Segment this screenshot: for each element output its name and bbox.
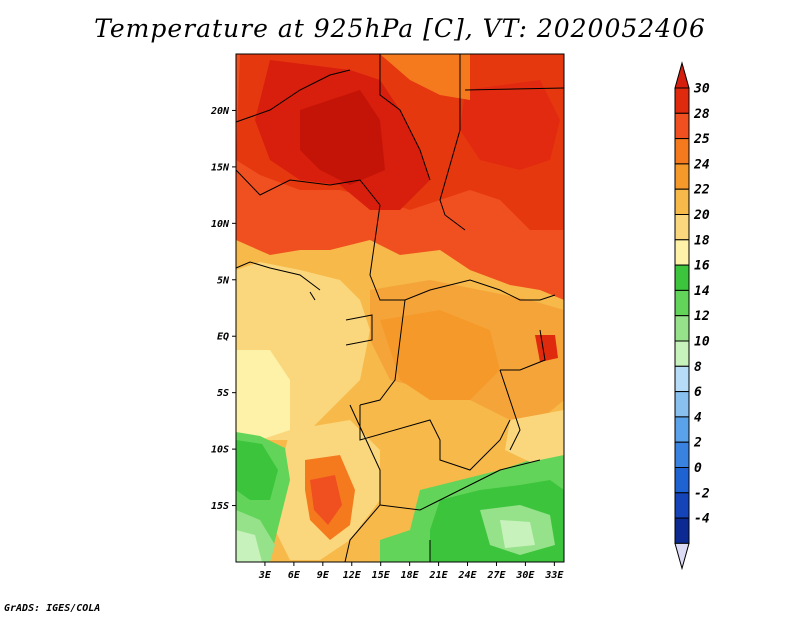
map-title: Temperature at 925hPa [C], VT: 202005240… bbox=[94, 14, 706, 43]
colorbar-band bbox=[674, 517, 690, 544]
longitude-axis: 3E 6E 9E 12E 15E 18E 21E 24E 27E 30E 33E bbox=[258, 562, 564, 581]
lon-tick-label: 3E bbox=[258, 570, 272, 581]
lat-tick-label: 5N bbox=[217, 275, 230, 286]
colorbar-band bbox=[674, 289, 690, 317]
lat-tick-label: 20N bbox=[210, 106, 230, 117]
colorbar-label: -2 bbox=[694, 486, 710, 501]
colorbar-band bbox=[674, 391, 690, 418]
colorbar-top-triangle bbox=[674, 61, 690, 89]
lon-tick-label: 6E bbox=[288, 570, 301, 581]
colorbar-label: 28 bbox=[693, 107, 710, 122]
colorbar-bottom-triangle bbox=[674, 542, 690, 571]
map-frame bbox=[235, 53, 565, 563]
colorbar-label: 24 bbox=[693, 157, 710, 172]
colorbar-band bbox=[674, 163, 690, 190]
colorbar-band bbox=[674, 188, 690, 215]
colorbar-band bbox=[674, 112, 690, 140]
lat-tick-label: 10S bbox=[211, 445, 229, 456]
colorbar-band bbox=[674, 138, 690, 165]
colorbar-band bbox=[674, 87, 690, 114]
lon-tick-label: 21E bbox=[429, 570, 449, 581]
colorbar-label: 20 bbox=[693, 208, 710, 223]
lon-tick-label: 27E bbox=[486, 570, 506, 581]
lat-tick-label: 15S bbox=[211, 501, 229, 512]
lon-tick-label: 18E bbox=[401, 570, 420, 581]
colorbar-label: 12 bbox=[694, 309, 710, 324]
colorbar-band bbox=[674, 315, 690, 342]
lat-tick-label: EQ bbox=[217, 332, 229, 343]
latitude-axis: 20N 15N 10N 5N EQ 5S 10S 15S bbox=[210, 106, 236, 512]
colorbar-band bbox=[674, 264, 690, 291]
colorbar-label: 4 bbox=[694, 410, 702, 425]
colorbar-band bbox=[674, 467, 690, 494]
lat-tick-label: 15N bbox=[211, 162, 230, 173]
temperature-field bbox=[236, 54, 564, 562]
colorbar-label: 8 bbox=[694, 360, 702, 375]
colorbar-label: 0 bbox=[694, 461, 702, 476]
lon-tick-label: 30E bbox=[515, 570, 535, 581]
lon-tick-label: 24E bbox=[457, 570, 477, 581]
colorbar-band bbox=[674, 365, 690, 393]
colorbar-label: 6 bbox=[694, 385, 702, 400]
colorbar-label: 30 bbox=[693, 82, 710, 97]
credit-text: GrADS: IGES/COLA bbox=[4, 603, 101, 614]
lat-tick-label: 5S bbox=[217, 388, 229, 399]
lon-tick-label: 12E bbox=[343, 570, 362, 581]
colorbar-label: 16 bbox=[694, 259, 710, 274]
colorbar-label: 18 bbox=[694, 233, 710, 248]
colorbar-band bbox=[674, 214, 690, 241]
colorbar-label: -4 bbox=[694, 512, 710, 527]
country-borders bbox=[235, 54, 565, 563]
colorbar-label: 10 bbox=[694, 335, 710, 350]
colorbar-label: 2 bbox=[693, 436, 702, 451]
lat-tick-label: 10N bbox=[211, 219, 230, 230]
colorbar-band bbox=[674, 492, 690, 519]
colorbar-band bbox=[674, 340, 690, 367]
lon-tick-label: 33E bbox=[544, 570, 564, 581]
colorbar-label: 14 bbox=[694, 284, 710, 299]
colorbar-band bbox=[674, 239, 690, 266]
colorbar-band bbox=[674, 416, 690, 443]
lon-tick-label: 9E bbox=[317, 570, 330, 581]
lon-tick-label: 15E bbox=[372, 570, 391, 581]
colorbar-band bbox=[674, 441, 690, 469]
colorbar-label: 22 bbox=[693, 183, 710, 198]
colorbar-label: 25 bbox=[693, 132, 710, 147]
